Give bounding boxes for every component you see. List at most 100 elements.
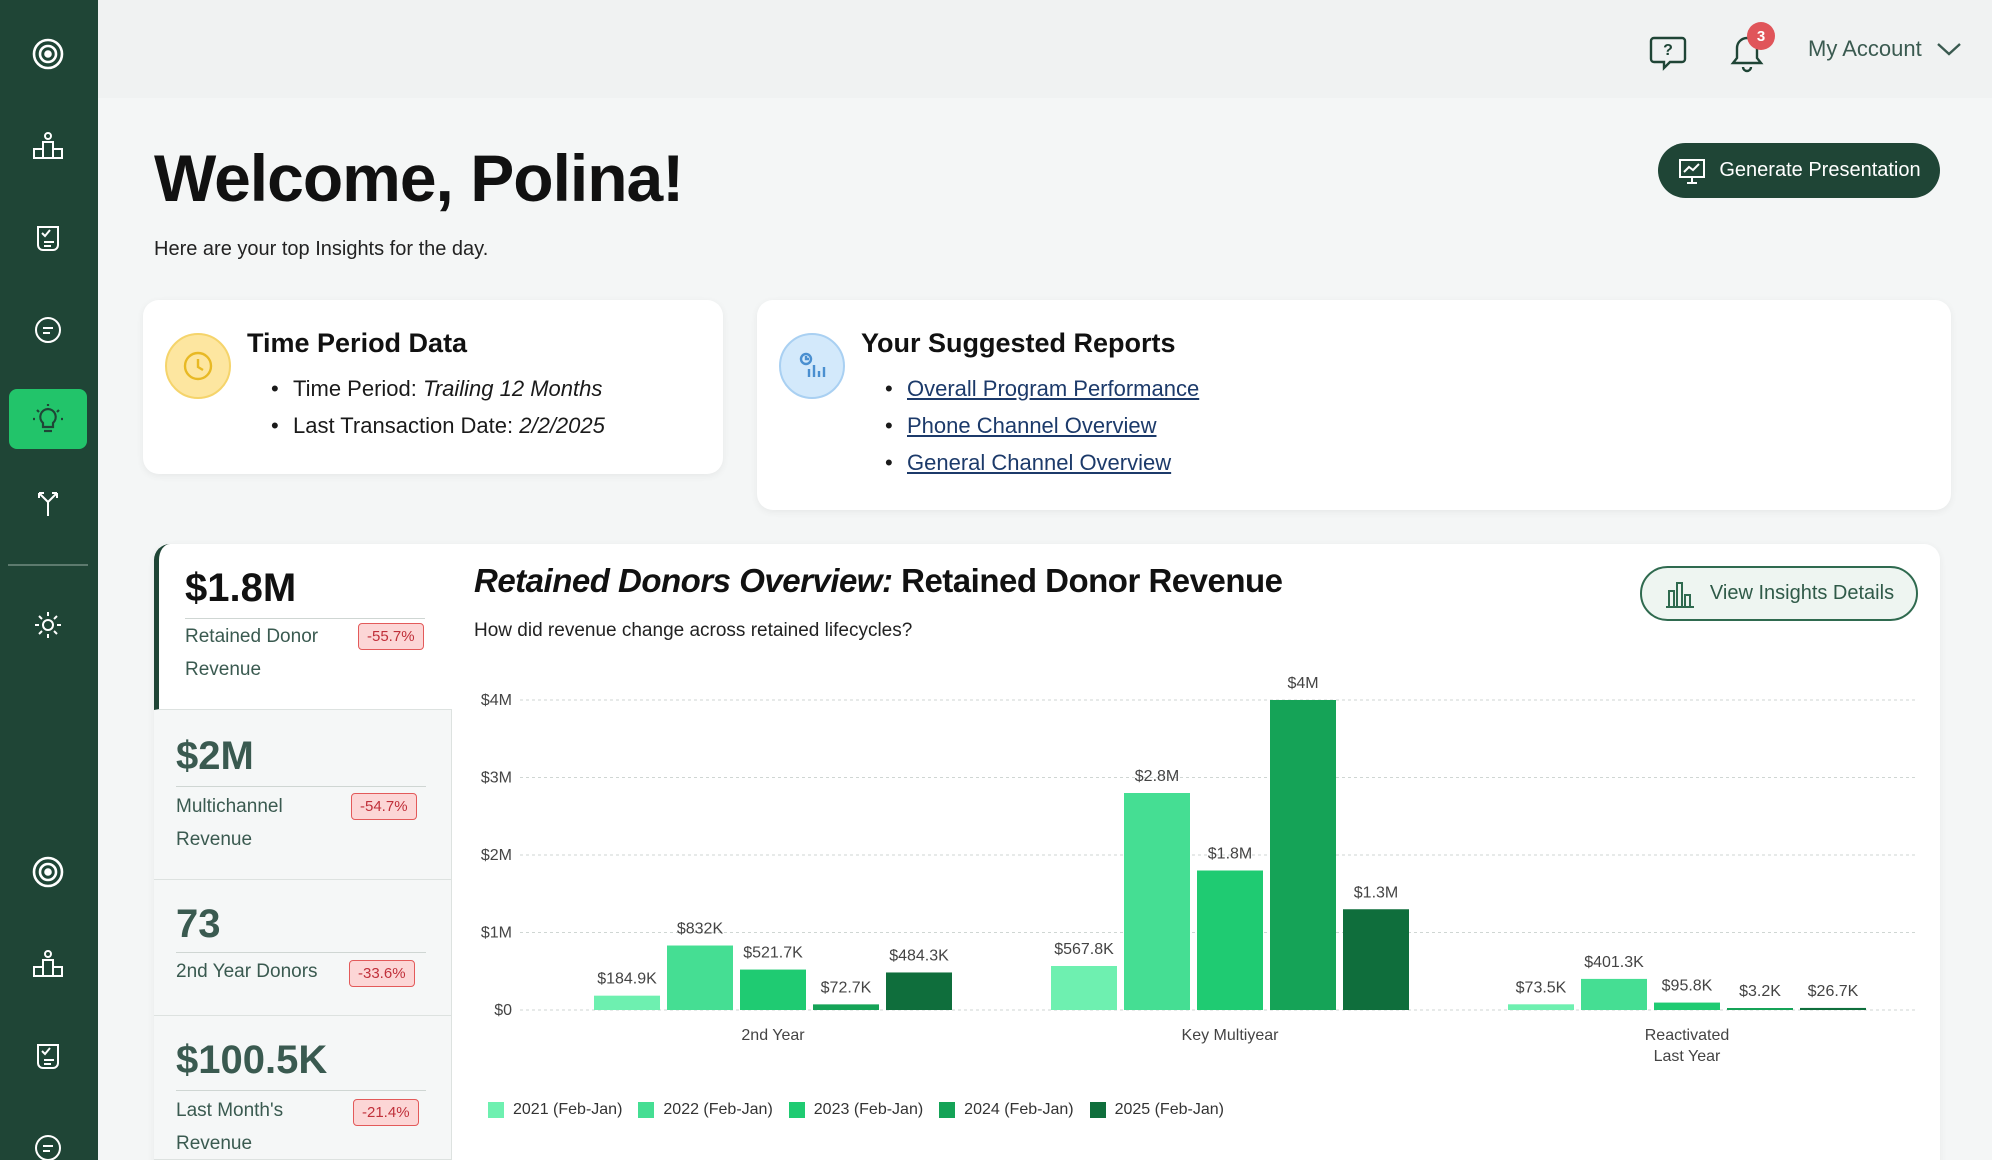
y-tick-label: $3M: [481, 770, 512, 787]
kpi-divider: [176, 786, 426, 787]
bar-value-label: $567.8K: [1054, 941, 1114, 958]
chevron-down-icon: [1936, 43, 1961, 56]
bar-value-label: $484.3K: [889, 947, 949, 964]
chart-bar: [1727, 1008, 1793, 1010]
chart-bar: [1051, 965, 1117, 1010]
chart-question: How did revenue change across retained l…: [474, 620, 913, 641]
bar-value-label: $1.3M: [1354, 884, 1398, 901]
sidebar-divider: [8, 564, 88, 566]
legend-item[interactable]: 2023 (Feb-Jan): [788, 1101, 924, 1119]
page-subtitle: Here are your top Insights for the day.: [154, 238, 489, 260]
legend-label: 2023 (Feb-Jan): [813, 1101, 924, 1118]
kpi-tile-2nd-year-donors[interactable]: 73 2nd Year Donors -33.6%: [154, 880, 452, 1016]
report-item: Overall Program Performance: [885, 376, 1199, 402]
legend-swatch: [488, 1102, 504, 1118]
report-link-general-channel[interactable]: General Channel Overview: [907, 450, 1172, 475]
chart-bar: [594, 995, 660, 1010]
x-category-label: 2nd Year: [741, 1027, 805, 1044]
legend-item[interactable]: 2021 (Feb-Jan): [488, 1101, 622, 1119]
account-menu[interactable]: My Account: [1808, 36, 1962, 62]
last-transaction-label: Last Transaction Date:: [293, 413, 520, 438]
kpi-delta-badge: -55.7%: [358, 623, 424, 650]
chat-bubble-icon[interactable]: [9, 300, 87, 360]
report-link-overall-program[interactable]: Overall Program Performance: [907, 376, 1200, 401]
bar-value-label: $184.9K: [597, 971, 657, 988]
x-category-label: Last Year: [1654, 1048, 1721, 1065]
retained-revenue-bar-chart: $0 $1M $2M $3M $4M $184.9K $832K $521.7K $72.7K $…: [481, 675, 1918, 1065]
kpi-tile-last-month-revenue[interactable]: $100.5K Last Month's Revenue -21.4%: [154, 1016, 452, 1160]
insights-bulb-icon[interactable]: [9, 389, 87, 449]
y-tick-label: $1M: [481, 925, 512, 942]
chart-bar: [667, 945, 733, 1010]
time-period-title: Time Period Data: [247, 328, 468, 358]
legend-swatch: [1089, 1102, 1106, 1118]
bar-value-label: $3.2K: [1739, 983, 1781, 1000]
legend-label: 2022 (Feb-Jan): [663, 1101, 773, 1118]
kpi-divider: [176, 1090, 426, 1091]
legend-item[interactable]: 2025 (Feb-Jan): [1089, 1101, 1224, 1119]
bar-value-label: $4M: [1287, 675, 1318, 692]
bar-value-label: $832K: [677, 921, 724, 938]
ranking-icon[interactable]: [9, 116, 87, 176]
view-insights-details-button[interactable]: View Insights Details: [1640, 566, 1918, 621]
kpi-label: Multichannel Revenue: [176, 796, 283, 850]
kpi-delta-badge: -33.6%: [349, 960, 415, 987]
help-chat-icon[interactable]: ?: [1648, 34, 1688, 72]
legend-item[interactable]: 2022 (Feb-Jan): [638, 1101, 773, 1119]
kpi-delta-badge: -54.7%: [351, 793, 417, 820]
kpi-tile-retained-revenue[interactable]: $1.8M Retained Donor Revenue -55.7%: [154, 544, 452, 710]
kpi-label: Last Month's Revenue: [176, 1100, 284, 1154]
bar-value-label: $2.8M: [1135, 768, 1179, 785]
bar-value-label: $73.5K: [1516, 979, 1567, 996]
chart-bar: [1124, 793, 1190, 1010]
time-period-value: Trailing 12 Months: [423, 376, 603, 401]
page-title: Welcome, Polina!: [154, 141, 684, 215]
bar-chart-icon: [1665, 581, 1694, 608]
kpi-divider: [176, 952, 426, 953]
x-category-label: Key Multiyear: [1182, 1027, 1280, 1044]
branch-icon[interactable]: [9, 472, 87, 532]
time-period-label: Time Period:: [293, 376, 424, 401]
chart-title-rest: Retained Donor Revenue: [892, 562, 1283, 599]
kpi-delta-badge: -21.4%: [353, 1099, 419, 1126]
y-tick-label: $4M: [481, 692, 512, 709]
bar-value-label: $26.7K: [1808, 983, 1859, 1000]
kpi-tile-multichannel-revenue[interactable]: $2M Multichannel Revenue -54.7%: [154, 710, 452, 880]
document-check-icon-2[interactable]: [9, 1026, 87, 1086]
account-label: My Account: [1808, 36, 1922, 61]
chart-bar: [1270, 700, 1336, 1010]
legend-label: 2021 (Feb-Jan): [513, 1101, 623, 1118]
notification-badge: 3: [1747, 22, 1775, 50]
time-period-item: Time Period: Trailing 12 Months: [271, 376, 605, 402]
top-bar: [98, 0, 1992, 98]
chart-bar: [1800, 1007, 1866, 1010]
report-link-phone-channel[interactable]: Phone Channel Overview: [907, 413, 1157, 438]
generate-presentation-button[interactable]: Generate Presentation: [1658, 143, 1940, 198]
chart-bar: [813, 1004, 879, 1010]
chart-bar: [740, 969, 806, 1010]
bar-value-label: $521.7K: [743, 945, 803, 962]
ranking-icon-2[interactable]: [9, 934, 87, 994]
chat-bubble-icon-2[interactable]: [9, 1118, 87, 1160]
chart-bar: [886, 972, 952, 1010]
kpi-divider: [185, 618, 425, 619]
presentation-icon: [1679, 158, 1706, 184]
kpi-value: $2M: [176, 734, 254, 778]
brand-logo-icon[interactable]: [9, 842, 87, 902]
legend-swatch: [788, 1102, 805, 1118]
settings-gear-icon[interactable]: [9, 595, 87, 655]
suggested-reports-title: Your Suggested Reports: [861, 328, 1176, 358]
legend-label: 2024 (Feb-Jan): [964, 1101, 1074, 1118]
suggested-reports-card: Your Suggested Reports Overall Program P…: [757, 300, 1951, 510]
x-category-label: Reactivated: [1645, 1027, 1730, 1044]
legend-swatch: [638, 1102, 655, 1118]
kpi-label: Retained Donor Revenue: [185, 626, 319, 680]
kpi-value: $100.5K: [176, 1038, 328, 1082]
legend-item[interactable]: 2024 (Feb-Jan): [939, 1101, 1074, 1119]
bar-value-label: $401.3K: [1584, 954, 1644, 971]
chart-bar: [1508, 1004, 1574, 1010]
y-tick-label: $0: [494, 1002, 512, 1019]
chart-bar: [1197, 870, 1263, 1010]
logo-icon[interactable]: [9, 24, 87, 84]
document-check-icon[interactable]: [9, 208, 87, 268]
